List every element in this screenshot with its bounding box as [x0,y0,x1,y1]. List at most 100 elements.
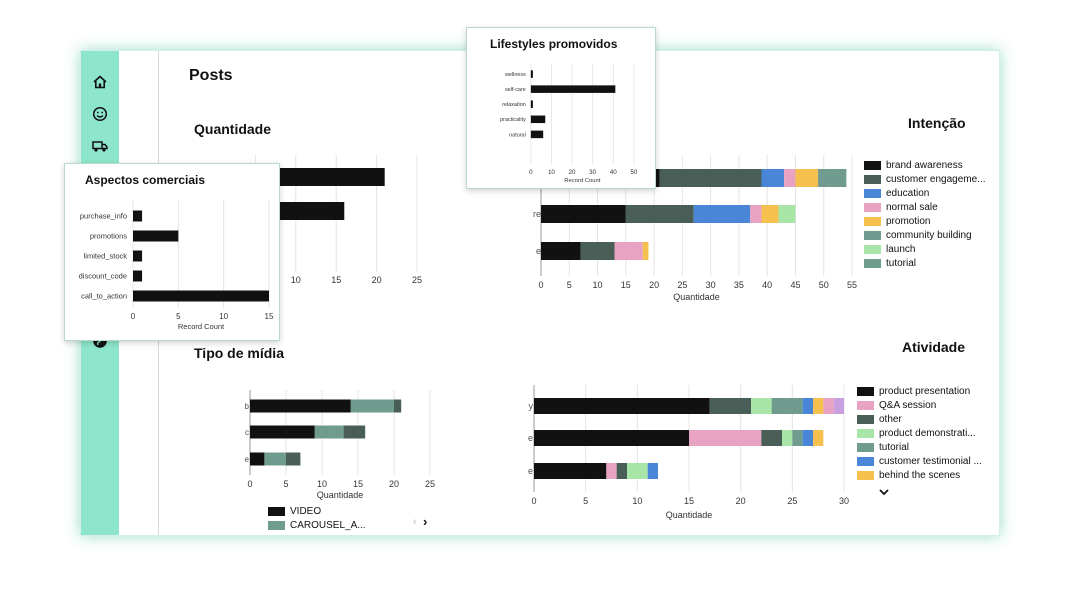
bar-segment [689,430,762,446]
x-tick-label: 30 [706,280,716,290]
x-tick-label: 45 [790,280,800,290]
bar-segment [795,169,819,187]
x-tick-label: 10 [317,479,327,489]
legend-item[interactable]: CAROUSEL_A... [268,519,366,532]
x-tick-label: 20 [649,280,659,290]
x-tick-label: 30 [589,169,596,176]
legend-label: behind the scenes [879,470,961,481]
legend-item[interactable]: promotion [864,215,930,228]
legend-item[interactable]: Q&A session [857,399,936,412]
legend-item[interactable]: product demonstrati... [857,427,976,440]
x-tick-label: 20 [372,275,382,285]
x-tick-label: 15 [353,479,363,489]
x-tick-label: 5 [176,312,181,321]
x-tick-label: 0 [247,479,252,489]
y-category-label: limited_stock [84,252,128,261]
bar-segment [616,463,627,479]
x-tick-label: 10 [632,496,642,506]
bar-segment [394,399,402,413]
bar [133,290,269,302]
bar-segment [534,463,607,479]
legend-swatch [268,507,285,516]
x-tick-label: 40 [762,280,772,290]
x-axis-label: Quantidade [317,490,364,500]
x-tick-label: 15 [684,496,694,506]
bar-segment [750,205,762,223]
legend-label: other [879,414,902,425]
y-category-label: e [528,466,533,476]
bar [133,230,179,242]
legend-item[interactable]: other [857,413,902,426]
legend-item[interactable]: community building [864,229,972,242]
chevron-right-icon[interactable]: › [423,514,428,529]
x-axis-label: Quantidade [673,292,720,302]
bar-segment [751,398,772,414]
aspectos-comerciais-panel: Aspectos comerciais 0 5 10 15 purchase_info p… [64,163,280,341]
intencao-legend: brand awareness customer engageme... educa… [864,159,994,274]
legend-label: VIDEO [290,506,322,517]
legend-item[interactable]: product presentation [857,385,970,398]
chevron-left-icon[interactable]: ‹ [413,516,417,528]
bar-segment [813,430,824,446]
bar-segment [264,452,286,466]
legend-item[interactable]: VIDEO [268,505,321,518]
bar [530,85,616,93]
y-category-label: wellness [504,72,526,78]
legend-swatch [857,387,874,396]
truck-icon[interactable] [92,138,108,154]
bar-segment [761,205,779,223]
legend-item[interactable]: launch [864,243,915,256]
legend-item[interactable]: customer engageme... [864,173,986,186]
x-axis-label: Record Count [178,322,225,331]
x-tick-label: 20 [569,169,576,176]
legend-item[interactable]: customer testimonial ... [857,455,982,468]
legend-swatch [864,189,881,198]
bar-segment [647,463,658,479]
bar-segment [250,452,265,466]
x-tick-label: 55 [847,280,857,290]
bar-segment [541,205,626,223]
legend-label: CAROUSEL_A... [290,520,366,531]
panel-title-lifestyles: Lifestyles promovidos [490,37,618,51]
section-title-quantidade: Quantidade [194,121,272,137]
section-title-tipo-midia: Tipo de mídia [194,345,284,361]
bar [133,210,143,222]
legend-label: normal sale [886,202,938,213]
legend-swatch [857,471,874,480]
x-tick-label: 20 [389,479,399,489]
x-axis-label: Quantidade [666,510,713,520]
home-icon[interactable] [92,74,108,90]
legend-label: Q&A session [879,400,937,411]
x-tick-label: 10 [219,312,228,321]
y-category-label: relaxation [502,102,526,108]
legend-swatch [864,161,881,170]
legend-item[interactable]: brand awareness [864,159,963,172]
legend-expand-chevron-down-icon[interactable] [878,484,890,496]
x-tick-label: 40 [610,169,617,176]
legend-label: brand awareness [886,160,963,171]
legend-item[interactable]: tutorial [857,441,909,454]
legend-item[interactable]: normal sale [864,201,938,214]
y-category-label: discount_code [79,272,127,281]
legend-item[interactable]: behind the scenes [857,469,960,482]
bar-segment [627,463,648,479]
legend-label: education [886,188,930,199]
smiley-icon[interactable] [92,106,108,122]
legend-item[interactable]: education [864,187,929,200]
x-tick-label: 0 [529,169,533,176]
x-tick-label: 0 [531,496,536,506]
bar-segment [350,399,394,413]
y-category-label: promotions [90,232,127,241]
legend-label: customer testimonial ... [879,456,982,467]
bar [530,130,544,139]
legend-item[interactable]: tutorial [864,257,916,270]
bar-segment [606,463,617,479]
bar-segment [534,398,710,414]
bar-segment [625,205,694,223]
y-category-label: re [533,209,541,219]
legend-label: launch [886,244,916,255]
bar-segment [343,425,366,439]
bar [133,270,143,282]
y-category-label: e [528,433,533,443]
x-tick-label: 25 [425,479,435,489]
